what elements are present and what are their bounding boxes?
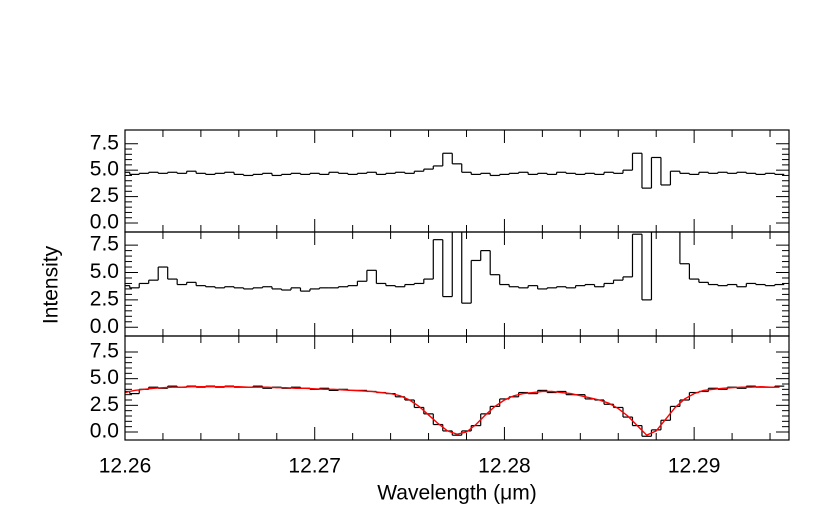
y-tick-label: 0.0 bbox=[90, 315, 119, 338]
y-tick-label: 5.0 bbox=[90, 158, 119, 181]
model-line bbox=[125, 385, 780, 437]
y-tick-label: 7.5 bbox=[90, 131, 119, 154]
y-tick-label: 0.0 bbox=[90, 211, 119, 234]
plot-area bbox=[125, 232, 785, 304]
y-tick-label: 2.5 bbox=[90, 393, 119, 416]
plot-area bbox=[125, 385, 785, 437]
frame bbox=[124, 231, 790, 337]
y-tick-label: 0.0 bbox=[90, 420, 119, 443]
x-tick-label: 12.27 bbox=[288, 455, 341, 478]
frame bbox=[124, 129, 790, 233]
plot-area bbox=[125, 152, 785, 189]
x-axis-label: Wavelength (μm) bbox=[377, 482, 537, 505]
y-tick-label: 7.5 bbox=[90, 340, 119, 363]
x-tick-label: 12.28 bbox=[478, 455, 531, 478]
y-tick-label: 7.5 bbox=[90, 233, 119, 256]
x-tick-label: 12.29 bbox=[668, 455, 721, 478]
y-tick-label: 5.0 bbox=[90, 260, 119, 283]
y-tick-label: 2.5 bbox=[90, 287, 119, 310]
y-tick-label: 5.0 bbox=[90, 366, 119, 389]
y-axis-label: Intensity bbox=[40, 245, 63, 324]
x-tick-label: 12.26 bbox=[99, 455, 152, 478]
frame bbox=[124, 335, 790, 441]
y-tick-label: 2.5 bbox=[90, 184, 119, 207]
